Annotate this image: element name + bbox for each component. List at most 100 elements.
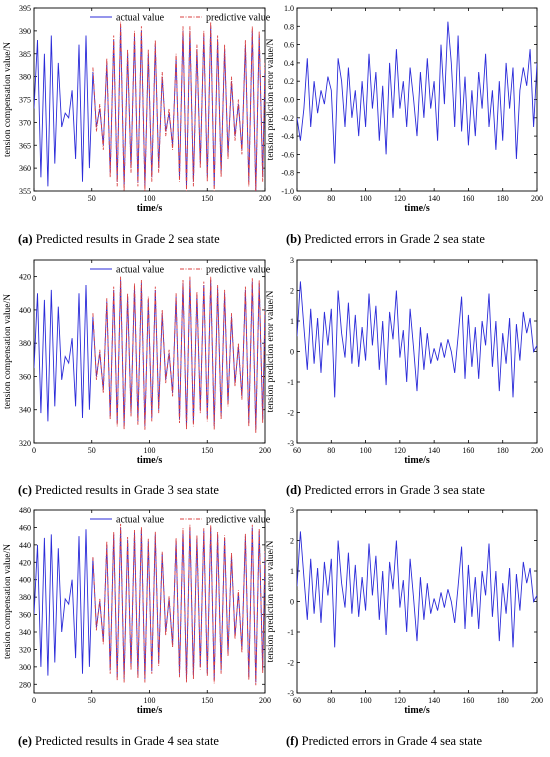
y-tick-label: -1 bbox=[287, 628, 294, 637]
y-axis-label: tension prediction error value/N bbox=[266, 291, 276, 413]
x-axis-label: time/s bbox=[404, 705, 430, 716]
x-axis-label: time/s bbox=[137, 455, 163, 466]
x-tick-label: 120 bbox=[394, 446, 406, 455]
x-tick-label: 100 bbox=[144, 194, 156, 203]
y-tick-label: 1.0 bbox=[284, 4, 294, 13]
y-tick-label: 360 bbox=[19, 372, 31, 381]
series-line-actual-value bbox=[34, 527, 265, 683]
y-tick-label: 0.4 bbox=[284, 59, 294, 68]
x-tick-label: 150 bbox=[201, 696, 213, 705]
x-tick-label: 140 bbox=[428, 446, 440, 455]
x-tick-label: 180 bbox=[497, 446, 509, 455]
x-tick-label: 60 bbox=[293, 194, 301, 203]
y-tick-label: -0.2 bbox=[281, 114, 294, 123]
x-tick-label: 160 bbox=[462, 696, 474, 705]
x-tick-label: 50 bbox=[88, 696, 96, 705]
x-tick-label: 100 bbox=[360, 696, 372, 705]
y-tick-label: 0.6 bbox=[284, 41, 294, 50]
x-tick-label: 140 bbox=[428, 696, 440, 705]
x-tick-label: 100 bbox=[360, 194, 372, 203]
x-tick-label: 200 bbox=[259, 194, 271, 203]
x-tick-label: 120 bbox=[394, 194, 406, 203]
y-tick-label: 0.0 bbox=[284, 96, 294, 105]
y-tick-label: 420 bbox=[19, 558, 31, 567]
chart-panel-e: 0 50 100 150 200 280 300 320 340 360 380 400 420 440 4… bbox=[3, 506, 271, 716]
y-tick-label: 1 bbox=[290, 317, 294, 326]
y-tick-label: 320 bbox=[19, 645, 31, 654]
y-tick-label: 3 bbox=[290, 256, 294, 265]
x-tick-label: 80 bbox=[327, 194, 335, 203]
y-tick-label: 400 bbox=[19, 576, 31, 585]
x-tick-label: 120 bbox=[394, 696, 406, 705]
y-tick-label: -0.4 bbox=[281, 132, 294, 141]
y-tick-label: 440 bbox=[19, 541, 31, 550]
series-line-error bbox=[297, 21, 537, 164]
y-tick-label: 380 bbox=[19, 339, 31, 348]
y-tick-label: 360 bbox=[19, 611, 31, 620]
y-tick-label: 395 bbox=[19, 4, 31, 13]
x-tick-label: 100 bbox=[144, 696, 156, 705]
y-tick-label: -2 bbox=[287, 409, 294, 418]
y-tick-label: 2 bbox=[290, 537, 294, 546]
caption-e: (e) Predicted results in Grade 4 sea sta… bbox=[18, 734, 219, 748]
y-tick-label: 380 bbox=[19, 73, 31, 82]
y-tick-label: 3 bbox=[290, 506, 294, 515]
y-tick-label: -1.0 bbox=[281, 187, 294, 196]
x-tick-label: 200 bbox=[259, 696, 271, 705]
y-tick-label: 390 bbox=[19, 27, 31, 36]
series-line-predictive-value bbox=[92, 21, 265, 191]
x-tick-label: 160 bbox=[462, 194, 474, 203]
y-tick-label: -1 bbox=[287, 378, 294, 387]
x-tick-label: 60 bbox=[293, 446, 301, 455]
chart-panel-f: 60 80 100 120 140 160 180 200 -3 -2 -1 0 1 2 3 time/s te… bbox=[266, 506, 543, 716]
caption-a: (a) Predicted results in Grade 2 sea sta… bbox=[18, 232, 220, 246]
y-tick-label: 460 bbox=[19, 523, 31, 532]
y-tick-label: 340 bbox=[19, 628, 31, 637]
x-axis-label: time/s bbox=[137, 203, 163, 214]
y-tick-label: 340 bbox=[19, 406, 31, 415]
y-tick-label: 385 bbox=[19, 50, 31, 59]
series-line-predictive-value bbox=[92, 523, 265, 686]
x-tick-label: 150 bbox=[201, 194, 213, 203]
series-line-error bbox=[297, 281, 537, 398]
legend-label: predictive value bbox=[206, 265, 271, 276]
x-tick-label: 160 bbox=[462, 446, 474, 455]
legend-label: actual value bbox=[116, 265, 165, 276]
x-tick-label: 80 bbox=[327, 446, 335, 455]
y-tick-label: 420 bbox=[19, 273, 31, 282]
y-tick-label: 0 bbox=[290, 348, 294, 357]
x-tick-label: 0 bbox=[32, 446, 36, 455]
x-tick-label: 150 bbox=[201, 446, 213, 455]
chart-panel-a: 0 50 100 150 200 355 360 365 370 375 380 385 390 395 t… bbox=[3, 4, 271, 214]
chart-panel-b: 60 80 100 120 140 160 180 200 -1.0 -0.8 -0.6 -0.4 -0… bbox=[266, 4, 543, 214]
x-tick-label: 50 bbox=[88, 446, 96, 455]
y-tick-label: 2 bbox=[290, 287, 294, 296]
x-axis-label: time/s bbox=[404, 203, 430, 214]
x-tick-label: 200 bbox=[259, 446, 271, 455]
y-tick-label: 0.2 bbox=[284, 77, 294, 86]
y-axis-label: tension compensation value/N bbox=[3, 294, 13, 409]
x-tick-label: 0 bbox=[32, 194, 36, 203]
x-tick-label: 60 bbox=[293, 696, 301, 705]
y-tick-label: -2 bbox=[287, 659, 294, 668]
caption-f: (f) Predicted errors in Grade 4 sea stat… bbox=[286, 734, 483, 748]
y-tick-label: 0.8 bbox=[284, 22, 294, 31]
x-axis-label: time/s bbox=[404, 455, 430, 466]
x-tick-label: 140 bbox=[428, 194, 440, 203]
y-axis-label: tension compensation value/N bbox=[3, 42, 13, 157]
y-tick-label: 375 bbox=[19, 96, 31, 105]
x-tick-label: 200 bbox=[531, 446, 543, 455]
y-tick-label: -0.6 bbox=[281, 150, 294, 159]
x-tick-label: 100 bbox=[360, 446, 372, 455]
y-tick-label: -3 bbox=[287, 439, 294, 448]
chart-panel-c: 0 50 100 150 200 320 340 360 380 400 420 time/s tens… bbox=[3, 259, 271, 466]
y-tick-label: -3 bbox=[287, 689, 294, 698]
series-line-predictive-value bbox=[92, 276, 265, 434]
legend-label: actual value bbox=[116, 13, 165, 24]
x-tick-label: 0 bbox=[32, 696, 36, 705]
series-line-error bbox=[297, 531, 537, 648]
y-tick-label: 355 bbox=[19, 187, 31, 196]
x-tick-label: 200 bbox=[531, 194, 543, 203]
chart-panel-d: 60 80 100 120 140 160 180 200 -3 -2 -1 0 1 2 3 time/s te… bbox=[266, 256, 543, 466]
y-tick-label: 400 bbox=[19, 306, 31, 315]
